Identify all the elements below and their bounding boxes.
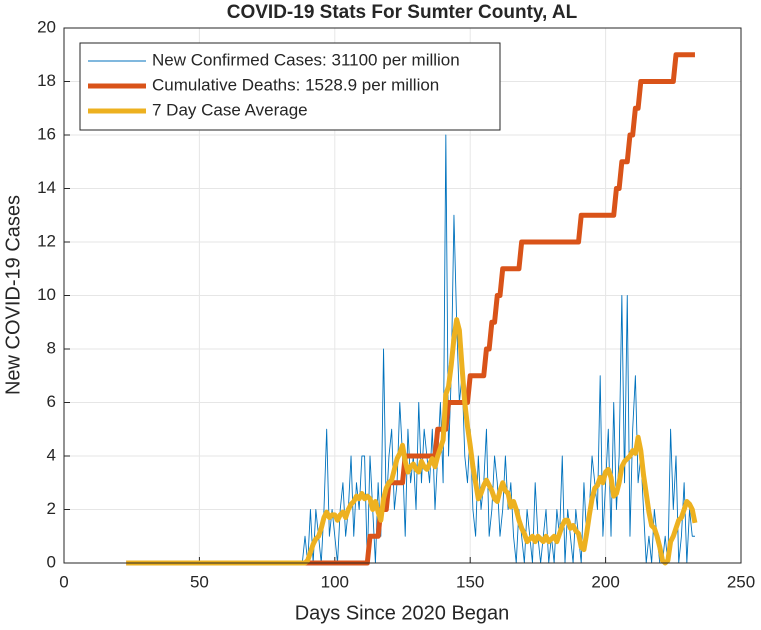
x-axis-label: Days Since 2020 Began xyxy=(295,602,510,624)
y-tick-label: 14 xyxy=(37,178,56,197)
x-tick-label: 100 xyxy=(321,572,349,591)
y-tick-label: 0 xyxy=(47,552,56,571)
y-tick-label: 8 xyxy=(47,338,56,357)
y-tick-label: 2 xyxy=(47,499,56,518)
chart-title: COVID-19 Stats For Sumter County, AL xyxy=(227,2,578,23)
y-tick-label: 16 xyxy=(37,124,56,143)
legend: New Confirmed Cases: 31100 per million Cu… xyxy=(79,42,501,131)
legend-label: 7 Day Case Average xyxy=(152,100,308,119)
x-tick-label: 250 xyxy=(727,572,755,591)
y-tick-label: 10 xyxy=(37,285,56,304)
y-tick-label: 6 xyxy=(47,392,56,411)
legend-label: New Confirmed Cases: 31100 per million xyxy=(152,50,460,69)
y-axis-label: New COVID-19 Cases xyxy=(2,195,24,395)
x-tick-label: 50 xyxy=(190,572,209,591)
x-tick-label: 200 xyxy=(591,572,619,591)
y-tick-label: 18 xyxy=(37,71,56,90)
legend-label: Cumulative Deaths: 1528.9 per million xyxy=(152,75,439,94)
x-tick-label: 0 xyxy=(59,572,68,591)
y-tick-label: 12 xyxy=(37,231,56,250)
x-tick-label: 150 xyxy=(456,572,484,591)
y-tick-label: 20 xyxy=(37,17,56,36)
plot-frame xyxy=(63,27,742,564)
legend-box xyxy=(79,42,501,131)
y-tick-label: 4 xyxy=(47,445,56,464)
